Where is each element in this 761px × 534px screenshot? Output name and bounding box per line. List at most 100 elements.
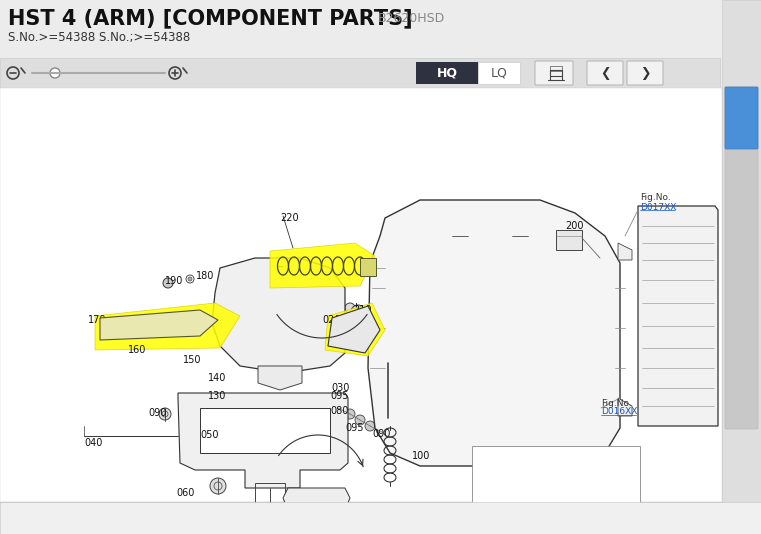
Polygon shape	[100, 310, 218, 340]
FancyBboxPatch shape	[587, 61, 623, 85]
Text: 180: 180	[196, 271, 215, 281]
Text: Qty: Qty	[444, 513, 463, 523]
FancyBboxPatch shape	[725, 87, 758, 429]
Polygon shape	[212, 258, 345, 373]
Text: 020: 020	[503, 451, 521, 461]
Polygon shape	[472, 446, 640, 534]
Text: LQ: LQ	[491, 67, 508, 80]
Circle shape	[273, 373, 287, 387]
Text: ↓: ↓	[503, 463, 512, 473]
Text: D017XX: D017XX	[640, 202, 677, 211]
Text: 130: 130	[208, 391, 226, 401]
Circle shape	[133, 318, 147, 332]
FancyBboxPatch shape	[550, 66, 562, 71]
Text: Serial No./PIN: Serial No./PIN	[569, 513, 641, 523]
Circle shape	[344, 320, 360, 336]
Text: 210: 210	[353, 305, 371, 315]
Circle shape	[163, 278, 173, 288]
Polygon shape	[360, 258, 376, 276]
Polygon shape	[325, 303, 385, 356]
Text: 220: 220	[280, 213, 298, 223]
FancyBboxPatch shape	[0, 88, 722, 502]
FancyBboxPatch shape	[725, 87, 758, 149]
FancyBboxPatch shape	[722, 0, 761, 534]
Circle shape	[668, 308, 684, 324]
FancyBboxPatch shape	[416, 62, 478, 84]
Text: 110: 110	[207, 511, 225, 521]
Text: 095: 095	[330, 391, 349, 401]
FancyBboxPatch shape	[0, 502, 761, 534]
Circle shape	[188, 277, 192, 281]
Text: 070: 070	[318, 511, 336, 521]
Text: 200: 200	[565, 221, 584, 231]
Text: Part No. ⬆⬇: Part No. ⬆⬇	[116, 513, 177, 523]
Text: 140: 140	[208, 373, 226, 383]
Circle shape	[327, 493, 337, 503]
Circle shape	[273, 311, 283, 321]
Text: 090: 090	[148, 408, 167, 418]
Circle shape	[410, 328, 420, 338]
Text: Fig.No.D01800: Fig.No.D01800	[505, 522, 572, 530]
Text: ❯: ❯	[640, 67, 650, 80]
Text: 010: 010	[483, 486, 501, 496]
Circle shape	[333, 403, 343, 413]
Text: 190: 190	[165, 276, 183, 286]
Circle shape	[377, 427, 387, 437]
Text: 030: 030	[331, 383, 349, 393]
Circle shape	[210, 478, 226, 494]
Circle shape	[538, 275, 548, 285]
Text: Fig.No.D01700: Fig.No.D01700	[505, 509, 572, 519]
Text: 220: 220	[505, 465, 524, 475]
Text: HQ: HQ	[437, 67, 457, 80]
Polygon shape	[258, 366, 302, 390]
Text: 🛒: 🛒	[10, 512, 18, 524]
Circle shape	[345, 409, 355, 419]
Text: 050: 050	[200, 430, 218, 440]
Circle shape	[365, 421, 375, 431]
Polygon shape	[200, 408, 330, 453]
Text: Memo: Memo	[677, 513, 708, 523]
Text: 095: 095	[345, 423, 364, 433]
Circle shape	[432, 381, 442, 391]
Circle shape	[480, 323, 500, 343]
Text: 020: 020	[505, 453, 524, 463]
Text: ❮: ❮	[600, 67, 610, 80]
Text: No. ▲: No. ▲	[43, 513, 72, 523]
Text: Fig.No.D01600: Fig.No.D01600	[505, 498, 572, 507]
Circle shape	[383, 355, 393, 365]
Polygon shape	[178, 393, 348, 488]
Polygon shape	[270, 243, 375, 288]
Text: B2620HSD: B2620HSD	[378, 12, 445, 25]
FancyBboxPatch shape	[0, 58, 720, 88]
Circle shape	[351, 305, 365, 319]
Text: 040: 040	[84, 438, 103, 448]
Circle shape	[560, 328, 570, 338]
Circle shape	[105, 325, 115, 335]
Circle shape	[538, 381, 548, 391]
Circle shape	[50, 68, 60, 78]
Text: 100: 100	[412, 451, 431, 461]
Text: Fig.No.: Fig.No.	[601, 398, 632, 407]
Text: IC ⓘ: IC ⓘ	[501, 513, 521, 523]
Text: 090: 090	[372, 429, 390, 439]
Text: HST 4 (ARM) [COMPONENT PARTS]: HST 4 (ARM) [COMPONENT PARTS]	[8, 8, 412, 28]
FancyBboxPatch shape	[478, 62, 520, 84]
Polygon shape	[618, 398, 632, 416]
Text: Part Name ⬆⬇: Part Name ⬆⬇	[280, 513, 355, 523]
Circle shape	[101, 321, 119, 339]
Circle shape	[295, 493, 305, 503]
FancyBboxPatch shape	[535, 61, 573, 85]
Circle shape	[362, 261, 374, 273]
Polygon shape	[556, 230, 582, 250]
Text: 090: 090	[254, 503, 272, 513]
Circle shape	[270, 259, 284, 273]
Polygon shape	[283, 488, 350, 510]
Circle shape	[485, 253, 495, 263]
Text: Fig.No.: Fig.No.	[640, 193, 670, 202]
Polygon shape	[95, 303, 240, 350]
FancyBboxPatch shape	[0, 0, 761, 58]
Polygon shape	[638, 206, 718, 426]
Circle shape	[355, 309, 361, 315]
Text: 170: 170	[88, 315, 107, 325]
Circle shape	[485, 403, 495, 413]
